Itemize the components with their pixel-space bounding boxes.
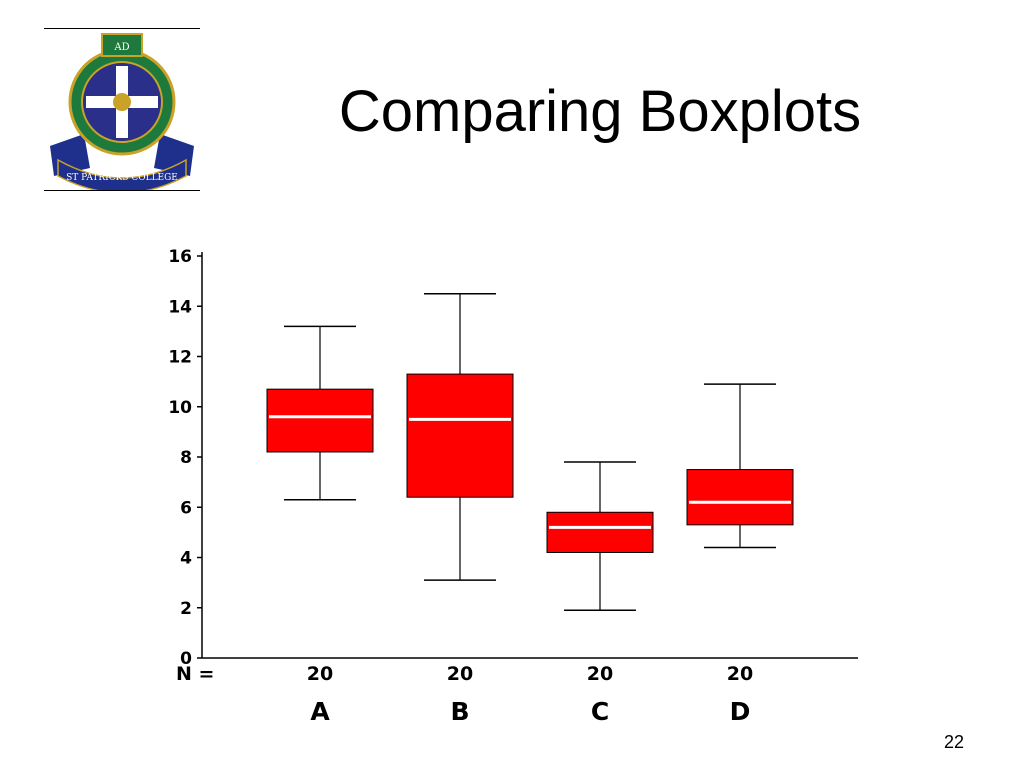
box-C [546,511,654,553]
college-logo: AD ST PATRICKS COLLEGE [44,28,200,194]
y-tick-label: 12 [168,348,192,368]
crest-banner-text: ST PATRICKS COLLEGE [66,173,178,183]
category-label-D: D [730,697,751,726]
box-D [686,469,794,526]
n-value-label: 20 [447,663,473,685]
crest-plaque-text: AD [113,42,129,53]
logo-top-rule [44,28,200,29]
y-tick-label: 4 [180,549,192,569]
slide-number: 22 [943,732,964,752]
y-tick-label: 14 [168,297,192,317]
y-tick-label: 2 [180,599,192,619]
crest-plaque [101,33,143,57]
box-A [266,388,374,453]
category-label-A: A [310,697,330,726]
slide-title: Comparing Boxplots [338,79,862,144]
boxplot-chart: 0 2 4 6 8 10 12 14 16 N = 20 20 20 20 A B C D [168,247,858,726]
category-label-C: C [591,697,609,726]
y-tick-label: 16 [168,247,192,267]
n-row-label: N = [176,663,214,685]
category-label-B: B [450,697,469,726]
y-tick-label: 6 [180,498,192,518]
box-B [406,373,514,498]
n-value-label: 20 [727,663,753,685]
crest-banner [57,158,187,194]
college-crest-icon: AD ST PATRICKS COLLEGE [50,33,194,194]
y-tick-label: 8 [180,448,192,468]
logo-bottom-rule [44,190,200,191]
n-value-label: 20 [587,663,613,685]
crest-center [113,93,131,111]
y-tick-label: 0 [180,649,192,669]
y-tick-label: 10 [168,398,192,418]
n-value-label: 20 [307,663,333,685]
